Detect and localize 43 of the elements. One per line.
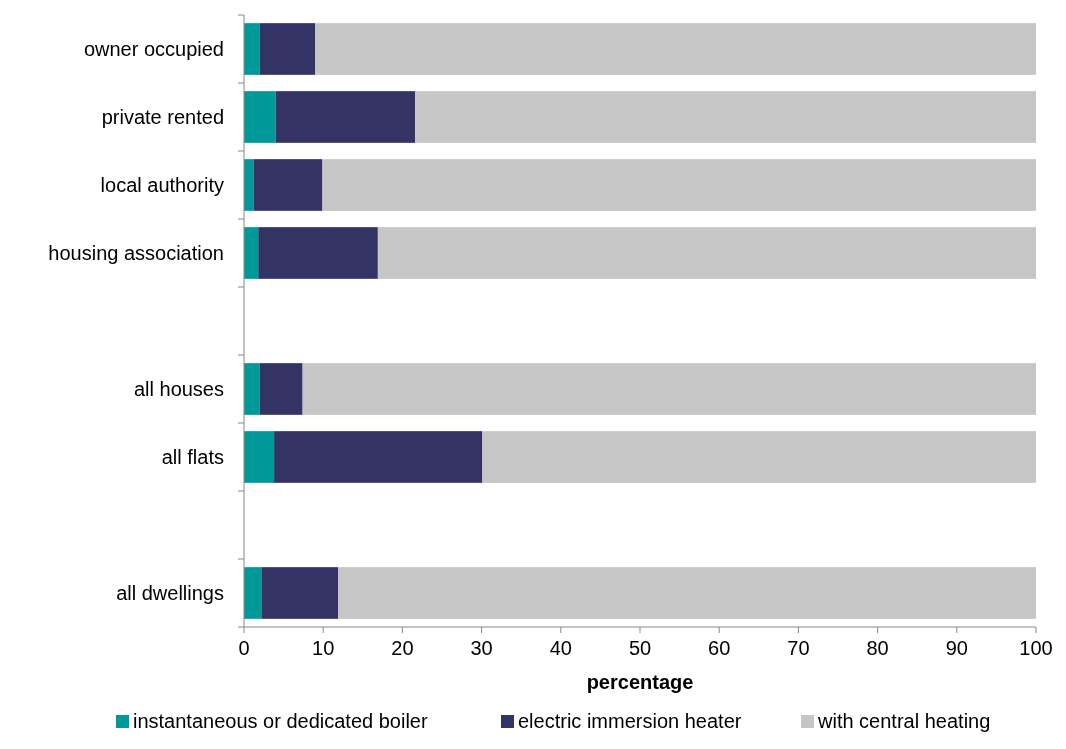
x-tick-label: 80 bbox=[866, 637, 889, 659]
x-tick-label: 10 bbox=[312, 637, 335, 659]
bar bbox=[338, 567, 1036, 619]
legend-label: with central heating bbox=[817, 710, 991, 732]
bar bbox=[315, 23, 1036, 75]
bar bbox=[482, 431, 1036, 483]
y-tick-label: all dwellings bbox=[116, 582, 224, 604]
bar bbox=[244, 91, 276, 143]
legend-label: instantaneous or dedicated boiler bbox=[133, 710, 428, 732]
y-tick-label: private rented bbox=[101, 106, 224, 128]
bar bbox=[244, 431, 275, 483]
bar bbox=[258, 227, 378, 279]
y-tick-label: housing association bbox=[48, 242, 224, 264]
bar bbox=[244, 159, 254, 211]
bar bbox=[275, 91, 416, 143]
x-tick-label: 70 bbox=[787, 637, 810, 659]
x-tick-label: 30 bbox=[470, 637, 493, 659]
bar bbox=[259, 23, 316, 75]
y-tick-label: owner occupied bbox=[83, 38, 224, 60]
x-tick-label: 90 bbox=[945, 637, 968, 659]
y-tick-label: all houses bbox=[133, 378, 224, 400]
x-tick-label: 0 bbox=[238, 637, 250, 659]
bar bbox=[415, 91, 1036, 143]
x-tick-label: 20 bbox=[391, 637, 414, 659]
bar bbox=[244, 227, 259, 279]
bar bbox=[274, 431, 483, 483]
bar bbox=[322, 159, 1036, 211]
x-tick-label: 60 bbox=[708, 637, 731, 659]
y-tick-label: local authority bbox=[100, 174, 224, 196]
bar bbox=[377, 227, 1036, 279]
bar bbox=[253, 159, 323, 211]
bar bbox=[259, 363, 303, 415]
bar bbox=[244, 363, 260, 415]
bar bbox=[261, 567, 339, 619]
x-tick-label: 100 bbox=[1019, 637, 1053, 659]
bar bbox=[244, 23, 260, 75]
x-tick-label: 40 bbox=[549, 637, 572, 659]
bar bbox=[302, 363, 1036, 415]
x-tick-label: 50 bbox=[628, 637, 652, 659]
y-tick-label: all flats bbox=[161, 446, 224, 468]
legend-label: electric immersion heater bbox=[518, 710, 742, 732]
x-axis-title: percentage bbox=[586, 671, 694, 693]
bar bbox=[244, 567, 262, 619]
